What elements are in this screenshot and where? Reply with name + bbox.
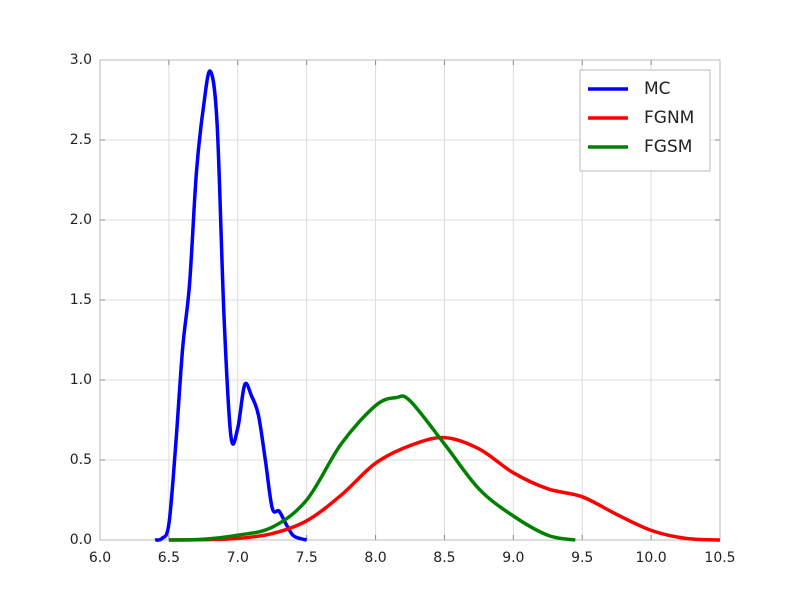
y-tick-label: 1.0 <box>70 372 92 388</box>
x-tick-label: 7.0 <box>227 550 249 566</box>
legend-box <box>579 69 711 172</box>
x-tick-label: 6.5 <box>158 550 180 566</box>
y-tick-label: 2.0 <box>70 212 92 228</box>
x-tick-label: 8.5 <box>433 550 455 566</box>
legend-label: MC <box>644 79 671 99</box>
x-tick-label: 10.5 <box>704 550 735 566</box>
y-tick-label: 1.5 <box>70 292 92 308</box>
x-tick-label: 7.5 <box>296 550 318 566</box>
x-tick-label: 9.5 <box>571 550 593 566</box>
legend-label: FGNM <box>644 108 694 128</box>
y-tick-label: 0.5 <box>70 452 92 468</box>
y-tick-label: 2.5 <box>70 132 92 148</box>
line <box>168 394 576 542</box>
line <box>168 435 721 542</box>
x-tick-label: 9.0 <box>502 550 524 566</box>
plot-frame <box>99 59 721 541</box>
y-tick-label: 3.0 <box>70 52 92 68</box>
x-tick-label: 6.0 <box>89 550 111 566</box>
y-tick-label: 0.0 <box>70 532 92 548</box>
legend-label: FGSM <box>644 137 692 157</box>
x-tick-label: 8.0 <box>364 550 386 566</box>
line <box>154 69 308 542</box>
x-tick-label: 10.0 <box>636 550 667 566</box>
